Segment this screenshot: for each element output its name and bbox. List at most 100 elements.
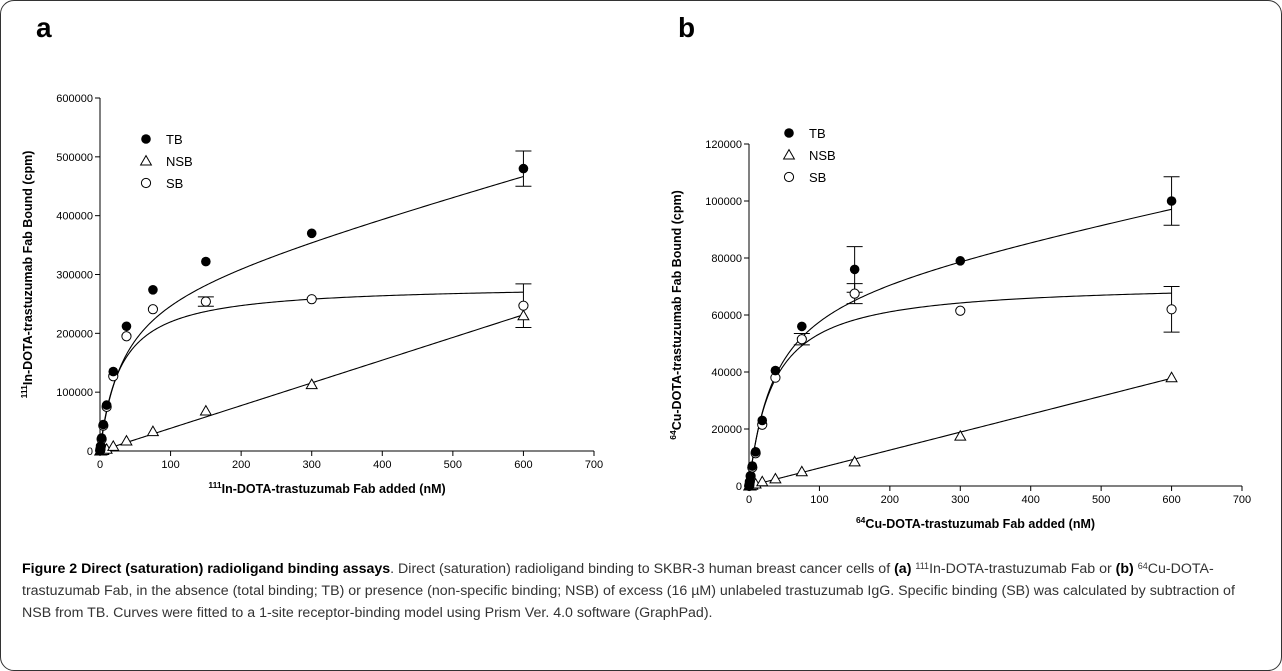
chart-a-legend-marker-tb xyxy=(141,134,151,144)
chart-a-y-tick-label: 600000 xyxy=(56,93,93,105)
caption-mark-a: (a) xyxy=(894,561,912,577)
chart-a-point-tb xyxy=(201,256,211,267)
chart-a-y-tick-label: 400000 xyxy=(56,211,93,223)
chart-b-y-tick-label: 40000 xyxy=(711,367,742,379)
chart-b-legend-label-sb: SB xyxy=(809,170,826,185)
chart-b-y-tick-label: 20000 xyxy=(711,424,742,436)
chart-b-x-tick-label: 700 xyxy=(1233,494,1251,506)
chart-b-point-nsb xyxy=(795,465,809,477)
chart-b-legend-label-tb: TB xyxy=(809,126,826,141)
chart-a-point-tb xyxy=(121,321,132,332)
chart-b-x-tick-label: 300 xyxy=(951,494,969,506)
chart-b-legend-marker-tb xyxy=(784,128,794,138)
chart-a-x-tick-label: 100 xyxy=(161,459,179,471)
chart-a-fit-curve-sb xyxy=(99,291,524,452)
chart-b-x-axis-title: 64Cu-DOTA-trastuzumab Fab added (nM) xyxy=(856,515,1095,531)
chart-b-legend-marker-nsb xyxy=(782,148,796,160)
chart-b-fit-curve-tb xyxy=(748,208,1172,487)
chart-b-point-tb xyxy=(797,321,807,332)
chart-b-y-axis-title-text: Cu-DOTA-trastuzumab Fab Bound (cpm) xyxy=(670,190,684,430)
chart-a-x-tick-label: 0 xyxy=(97,459,103,471)
chart-a-point-nsb xyxy=(305,378,318,390)
chart-a-y-axis-title-sup: 111 xyxy=(19,385,29,399)
chart-b-point-tb xyxy=(747,461,758,471)
caption-text-3: Cu-DOTA-trastuzumab Fab, in the absence … xyxy=(22,561,1235,621)
chart-b-x-axis-title-text: Cu-DOTA-trastuzumab Fab added (nM) xyxy=(865,517,1095,531)
caption-title: Direct (saturation) radioligand binding … xyxy=(81,561,391,577)
chart-a-point-sb xyxy=(200,296,211,307)
chart-a-legend-label-nsb: NSB xyxy=(166,154,193,169)
caption-text-2: In-DOTA-trastuzumab Fab or xyxy=(929,561,1116,577)
chart-a-point-nsb xyxy=(517,309,530,321)
chart-a-point-sb xyxy=(518,300,529,311)
chart-a-legend-label-tb: TB xyxy=(166,132,183,147)
chart-a-point-nsb xyxy=(107,439,120,451)
chart-b-legend-marker-sb xyxy=(783,171,795,183)
chart-a-point-nsb xyxy=(146,425,160,437)
chart-b-point-tb xyxy=(849,264,860,275)
chart-a-legend-label-sb: SB xyxy=(166,176,183,191)
chart-b-point-tb xyxy=(1166,196,1177,206)
chart-a-point-tb xyxy=(101,400,112,410)
panel-letter-a: a xyxy=(36,12,52,43)
chart-a-y-tick-label: 0 xyxy=(87,446,93,458)
chart-b-point-nsb xyxy=(1165,371,1178,383)
chart-b-fit-curve-sb xyxy=(748,292,1172,487)
chart-b: 0 20000 40000 60000 80000 100000 120000 0 100 200… xyxy=(668,126,1251,531)
chart-b-y-axis-title-sup: 64 xyxy=(668,430,678,440)
chart-a-x-tick-label: 400 xyxy=(373,459,391,471)
chart-b-y-axis-title: 64Cu-DOTA-trastuzumab Fab Bound (cpm) xyxy=(668,190,684,440)
chart-b-x-tick-label: 100 xyxy=(810,494,828,506)
chart-a-x-axis-title-sup: 111 xyxy=(208,480,222,490)
chart-a-point-sb xyxy=(121,331,132,342)
chart-a-x-axis-title-text: In-DOTA-trastuzumab Fab added (nM) xyxy=(222,482,446,496)
chart-a-y-tick-label: 100000 xyxy=(56,387,93,399)
chart-b-x-tick-label: 400 xyxy=(1022,494,1040,506)
chart-a-point-sb xyxy=(306,294,317,305)
chart-b-point-tb xyxy=(770,365,781,376)
chart-a-x-tick-label: 500 xyxy=(444,459,462,471)
chart-b-point-sb xyxy=(796,334,807,345)
chart-a-y-axis-title-text: In-DOTA-trastuzumab Fab Bound (cpm) xyxy=(21,151,35,385)
chart-b-x-axis-title-sup: 64 xyxy=(856,515,866,525)
chart-b-x-tick-label: 500 xyxy=(1092,494,1110,506)
chart-b-legend-label-nsb: NSB xyxy=(809,148,836,163)
chart-b-point-tb xyxy=(955,256,966,266)
chart-a-point-tb xyxy=(96,441,106,452)
caption-mark-b: (b) xyxy=(1115,561,1134,577)
chart-a-legend-marker-nsb xyxy=(139,154,153,166)
chart-a-fit-curve-tb xyxy=(99,175,524,452)
chart-b-point-nsb xyxy=(769,472,782,484)
chart-a-point-sb xyxy=(147,304,159,315)
chart-b-point-nsb xyxy=(755,475,769,487)
chart-b-y-tick-label: 100000 xyxy=(705,196,742,208)
chart-a: 0 100000 200000 300000 400000 500000 600000 0 10… xyxy=(19,93,603,496)
chart-b-x-tick-label: 600 xyxy=(1162,494,1180,506)
caption-text-1: . Direct (saturation) radioligand bindin… xyxy=(390,561,895,577)
chart-b-y-tick-label: 0 xyxy=(736,481,742,493)
panel-letter-b: b xyxy=(678,12,696,43)
chart-a-legend-marker-sb xyxy=(140,177,152,189)
chart-b-point-tb xyxy=(745,471,756,481)
caption-isotope-a: 111 xyxy=(915,561,930,571)
caption-label: Figure 2 xyxy=(22,561,78,577)
chart-b-point-sb xyxy=(1166,304,1177,315)
chart-a-point-tb xyxy=(96,433,107,443)
chart-a-point-tb xyxy=(148,284,158,295)
chart-b-y-tick-label: 120000 xyxy=(705,139,742,151)
chart-b-point-nsb xyxy=(954,429,967,441)
chart-a-x-axis-title: 111In-DOTA-trastuzumab Fab added (nM) xyxy=(208,480,445,496)
chart-a-point-tb xyxy=(306,228,317,239)
chart-a-x-tick-label: 300 xyxy=(303,459,321,471)
chart-a-point-nsb xyxy=(120,434,133,446)
chart-a-x-tick-label: 700 xyxy=(585,459,603,471)
chart-b-point-nsb xyxy=(848,455,861,467)
chart-a-y-axis-title: 111In-DOTA-trastuzumab Fab Bound (cpm) xyxy=(19,151,35,399)
chart-a-point-tb xyxy=(108,366,119,377)
chart-b-y-tick-label: 80000 xyxy=(711,253,742,265)
chart-b-point-sb xyxy=(955,305,966,316)
chart-b-x-tick-label: 200 xyxy=(881,494,899,506)
chart-a-point-nsb xyxy=(199,404,213,416)
chart-a-point-tb xyxy=(518,163,529,174)
chart-a-x-tick-label: 200 xyxy=(232,459,250,471)
